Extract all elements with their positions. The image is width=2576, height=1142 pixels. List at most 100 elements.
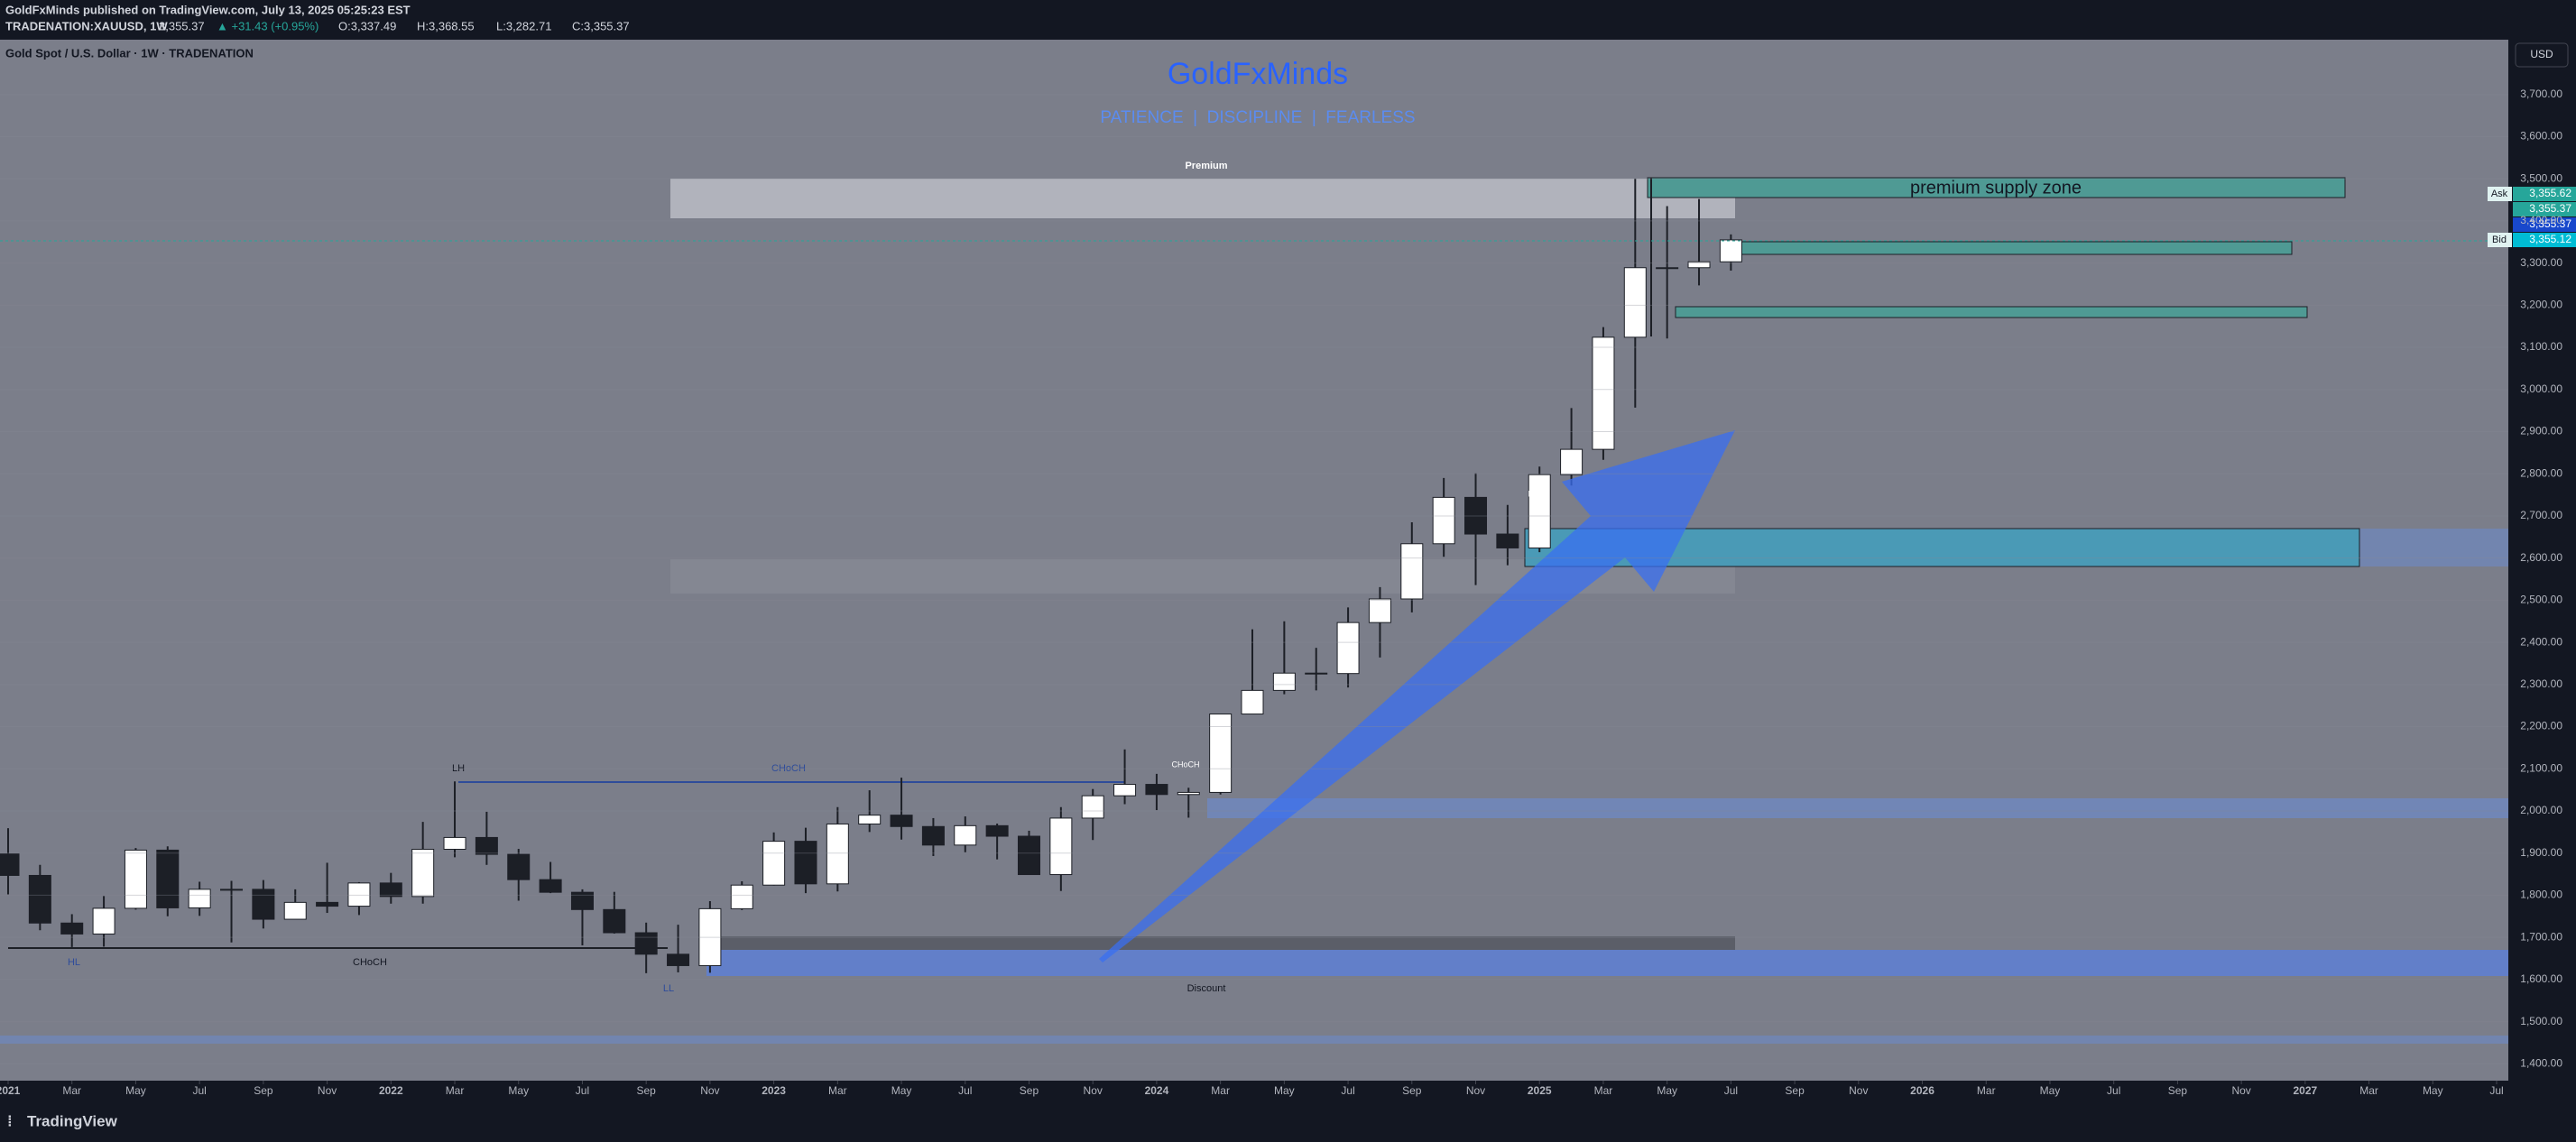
x-tick-label: May bbox=[125, 1084, 146, 1097]
y-tick-label: 2,900.00 bbox=[2520, 425, 2562, 437]
axes: 1,400.00 1,500.00 1,600.00 1,700.00 1,800.00… bbox=[0, 87, 2562, 1097]
last: 3,355.37 bbox=[159, 19, 205, 32]
candle-body bbox=[1305, 672, 1328, 675]
x-tick-label: Mar bbox=[446, 1084, 465, 1097]
x-tick-label: May bbox=[508, 1084, 529, 1097]
x-tick-label: Mar bbox=[828, 1084, 847, 1097]
x-tick-label: 2025 bbox=[1528, 1084, 1552, 1097]
candle-body bbox=[475, 836, 498, 855]
candle-body bbox=[1400, 543, 1424, 600]
gray-zone bbox=[706, 936, 1735, 950]
candle-body bbox=[1081, 795, 1104, 819]
price-labels: 3,355.62 Ask 3,355.37 3,355.37 3,355.12 Bid bbox=[2488, 187, 2576, 247]
teal-zone bbox=[1734, 241, 2293, 255]
x-tick-label: Mar bbox=[62, 1084, 81, 1097]
logo: ⁞ bbox=[7, 1112, 13, 1129]
x-tick-label: May bbox=[2040, 1084, 2061, 1097]
y-tick-label: 1,600.00 bbox=[2520, 972, 2562, 985]
candle-body bbox=[985, 824, 1009, 837]
candle-body bbox=[1687, 261, 1711, 269]
open: O:3,337.49 bbox=[338, 19, 396, 32]
candle-body bbox=[188, 889, 211, 908]
x-tick-label: Sep bbox=[1020, 1084, 1039, 1097]
candle-body bbox=[1496, 533, 1519, 548]
x-tick-label: May bbox=[2423, 1084, 2443, 1097]
candle-body bbox=[921, 825, 945, 846]
candle-body bbox=[28, 874, 51, 924]
y-tick-label: 2,400.00 bbox=[2520, 635, 2562, 648]
candle-body bbox=[60, 922, 84, 935]
x-tick-label: 2021 bbox=[0, 1084, 21, 1097]
x-tick-label: May bbox=[1274, 1084, 1295, 1097]
candle-body bbox=[1560, 448, 1583, 475]
price-tag-box bbox=[2488, 187, 2512, 201]
x-tick-label: Mar bbox=[1977, 1084, 1996, 1097]
price-tag-box bbox=[2488, 233, 2512, 247]
candle-body bbox=[1113, 784, 1137, 797]
zones bbox=[0, 177, 2508, 1044]
candle-body bbox=[411, 849, 435, 898]
publisher: GoldFxMinds published on TradingView.com… bbox=[5, 3, 411, 16]
supply-zone bbox=[1647, 177, 2346, 198]
candle-body bbox=[443, 836, 466, 851]
arrow bbox=[1099, 430, 1735, 962]
candle-body bbox=[379, 882, 402, 898]
candle-body bbox=[826, 823, 849, 885]
candle-body bbox=[0, 853, 20, 876]
candle-body bbox=[156, 849, 180, 908]
discount-zone bbox=[706, 950, 2508, 976]
y-tick-label: 2,100.00 bbox=[2520, 761, 2562, 774]
subheading: PATIENCE | DISCIPLINE | FEARLESS bbox=[1100, 108, 1415, 127]
candle-body bbox=[954, 824, 977, 846]
x-tick-label: Nov bbox=[318, 1084, 337, 1097]
x-tick-label: Nov bbox=[1466, 1084, 1485, 1097]
y-tick-label: 2,300.00 bbox=[2520, 677, 2562, 690]
x-tick-label: Nov bbox=[700, 1084, 719, 1097]
candle-body bbox=[316, 901, 339, 907]
x-tick-label: Jul bbox=[2489, 1084, 2503, 1097]
candle-body bbox=[1336, 622, 1360, 675]
y-tick-label: 2,000.00 bbox=[2520, 804, 2562, 816]
x-tick-label: May bbox=[891, 1084, 912, 1097]
blue-zone bbox=[1207, 798, 2508, 818]
high: H:3,368.55 bbox=[417, 19, 475, 32]
y-tick-label: 1,500.00 bbox=[2520, 1015, 2562, 1027]
candle-body bbox=[1017, 835, 1040, 876]
candle-body bbox=[698, 907, 722, 966]
x-tick-label: Sep bbox=[2168, 1084, 2188, 1097]
change: ▲ +31.43 (+0.95%) bbox=[217, 19, 319, 32]
price-label-box bbox=[2513, 217, 2576, 232]
y-tick-label: 1,700.00 bbox=[2520, 930, 2562, 943]
y-tick-label: 3,500.00 bbox=[2520, 171, 2562, 184]
candle-body bbox=[283, 901, 307, 920]
annotation: BOS bbox=[1528, 489, 1545, 498]
annotation: Discount bbox=[1187, 983, 1226, 994]
candle-body bbox=[1528, 474, 1551, 548]
currency[interactable]: USD bbox=[2530, 48, 2553, 60]
candle-body bbox=[1145, 784, 1168, 796]
price-tag: Bid bbox=[2492, 235, 2507, 245]
y-tick-label: 2,800.00 bbox=[2520, 466, 2562, 479]
currency-button[interactable] bbox=[2515, 42, 2569, 68]
candle-body bbox=[507, 853, 531, 880]
candle-body bbox=[890, 815, 913, 827]
candle-body bbox=[92, 907, 115, 935]
price-label: 3,355.62 bbox=[2529, 187, 2571, 199]
candle-body bbox=[252, 889, 275, 920]
x-tick-label: Nov bbox=[2231, 1084, 2250, 1097]
candle-body bbox=[1464, 496, 1488, 535]
annotation: CHoCH bbox=[353, 957, 387, 968]
x-tick-label: Jul bbox=[1341, 1084, 1354, 1097]
candle-body bbox=[762, 841, 786, 886]
y-tick-label: 2,500.00 bbox=[2520, 594, 2562, 606]
price-label-box bbox=[2513, 202, 2576, 216]
candle-body bbox=[634, 932, 658, 955]
x-tick-label: Sep bbox=[636, 1084, 656, 1097]
chart-title: Gold Spot / U.S. Dollar · 1W · TRADENATI… bbox=[5, 46, 254, 60]
close: C:3,355.37 bbox=[572, 19, 630, 32]
y-tick-label: 3,100.00 bbox=[2520, 340, 2562, 353]
x-tick-label: 2026 bbox=[1910, 1084, 1934, 1097]
x-tick-label: Jul bbox=[958, 1084, 972, 1097]
